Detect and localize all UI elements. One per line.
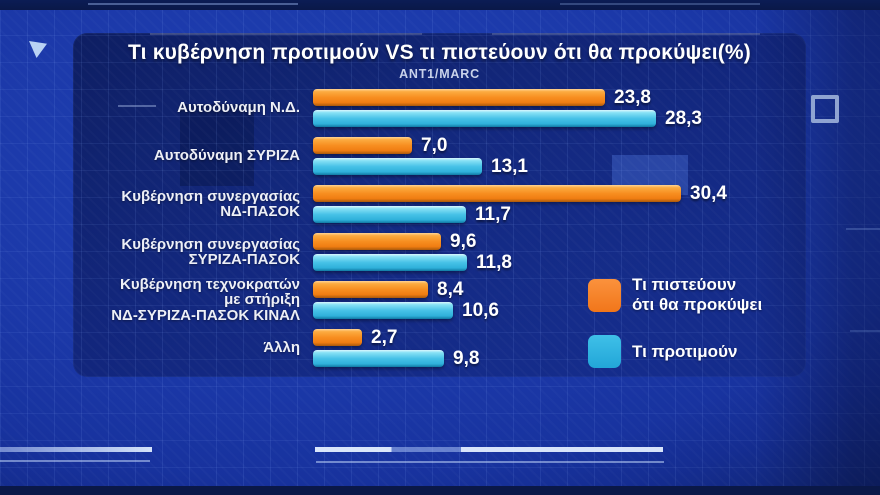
top-strip bbox=[0, 0, 880, 10]
bar-line-prefer: 11,8 bbox=[313, 251, 512, 273]
corner-triangle-icon bbox=[29, 41, 47, 58]
chart-row: Κυβέρνηση συνεργασίας ΣΥΡΙΖΑ-ΠΑΣΟΚ 9,6 1… bbox=[85, 228, 785, 276]
decor-line bbox=[150, 33, 422, 35]
bar-group: 9,6 11,8 bbox=[313, 230, 512, 273]
bar-value-prefer: 10,6 bbox=[462, 299, 499, 321]
bar-line-believe: 8,4 bbox=[313, 278, 499, 300]
bar-group: 2,7 9,8 bbox=[313, 326, 480, 369]
category-label: Αυτοδύναμη Ν.Δ. bbox=[177, 99, 300, 117]
bar-believe bbox=[313, 137, 412, 154]
bar-believe bbox=[313, 281, 428, 298]
category-label: Άλλη bbox=[263, 339, 300, 357]
bar-line-prefer: 28,3 bbox=[313, 107, 702, 129]
bar-prefer bbox=[313, 110, 656, 127]
category-label: Κυβέρνηση συνεργασίας ΝΔ-ΠΑΣΟΚ bbox=[121, 187, 300, 220]
bar-value-prefer: 9,8 bbox=[453, 347, 480, 369]
bar-line-believe: 23,8 bbox=[313, 86, 702, 108]
page-title: Τι κυβέρνηση προτιμούν VS τι πιστεύουν ό… bbox=[128, 41, 751, 64]
bar-believe bbox=[313, 89, 605, 106]
legend-swatch-orange bbox=[588, 278, 621, 312]
bar-value-believe: 2,7 bbox=[371, 326, 398, 348]
bottom-decor-line bbox=[316, 461, 664, 463]
bar-prefer bbox=[313, 206, 466, 223]
bar-line-believe: 30,4 bbox=[313, 182, 727, 204]
bar-group: 23,8 28,3 bbox=[313, 86, 702, 129]
bar-believe bbox=[313, 185, 681, 202]
bar-line-prefer: 11,7 bbox=[313, 203, 727, 225]
bar-value-believe: 23,8 bbox=[614, 86, 651, 108]
chart-row: Αυτοδύναμη Ν.Δ. 23,8 28,3 bbox=[85, 84, 785, 132]
bar-value-prefer: 11,7 bbox=[475, 203, 511, 225]
bar-line-prefer: 9,8 bbox=[313, 347, 480, 369]
bottom-decor-line bbox=[315, 447, 663, 452]
category-label: Κυβέρνηση συνεργασίας ΣΥΡΙΖΑ-ΠΑΣΟΚ bbox=[121, 235, 300, 268]
bar-value-prefer: 28,3 bbox=[665, 107, 702, 129]
decor-line bbox=[850, 330, 880, 332]
bar-value-believe: 30,4 bbox=[690, 182, 727, 204]
bar-value-believe: 7,0 bbox=[421, 134, 448, 156]
legend-item-believe: Τι πιστεύουν ότι θα προκύψει bbox=[588, 275, 762, 315]
source-label: ANT1/MARC bbox=[399, 67, 480, 81]
bar-prefer bbox=[313, 350, 444, 367]
bar-prefer bbox=[313, 302, 453, 319]
legend: Τι πιστεύουν ότι θα προκύψει Τι προτιμού… bbox=[588, 275, 762, 368]
bar-line-believe: 9,6 bbox=[313, 230, 512, 252]
outline-square-icon bbox=[811, 95, 839, 123]
bar-value-prefer: 13,1 bbox=[491, 155, 528, 177]
decor-line bbox=[88, 3, 298, 5]
bar-group: 7,0 13,1 bbox=[313, 134, 528, 177]
category-label: Κυβέρνηση τεχνοκρατών με στήριξη ΝΔ-ΣΥΡΙ… bbox=[111, 275, 300, 324]
decor-line bbox=[846, 228, 880, 230]
bottom-decor-line bbox=[0, 447, 152, 452]
legend-label-believe: Τι πιστεύουν ότι θα προκύψει bbox=[632, 275, 763, 314]
bar-value-prefer: 11,8 bbox=[476, 251, 512, 273]
bar-group: 30,4 11,7 bbox=[313, 182, 727, 225]
legend-item-prefer: Τι προτιμούν bbox=[588, 335, 762, 368]
legend-swatch-cyan bbox=[588, 335, 621, 368]
bar-group: 8,4 10,6 bbox=[313, 278, 499, 321]
bottom-strip bbox=[0, 486, 880, 495]
bar-value-believe: 8,4 bbox=[437, 278, 464, 300]
bar-value-believe: 9,6 bbox=[450, 230, 477, 252]
bar-believe bbox=[313, 329, 362, 346]
chart-row: Κυβέρνηση συνεργασίας ΝΔ-ΠΑΣΟΚ 30,4 11,7 bbox=[85, 180, 785, 228]
bottom-decor-line bbox=[0, 460, 150, 462]
bar-line-believe: 7,0 bbox=[313, 134, 528, 156]
bar-line-prefer: 13,1 bbox=[313, 155, 528, 177]
bar-believe bbox=[313, 233, 441, 250]
bar-line-believe: 2,7 bbox=[313, 326, 479, 348]
decor-line bbox=[560, 3, 760, 5]
bar-line-prefer: 10,6 bbox=[313, 299, 499, 321]
bar-prefer bbox=[313, 158, 482, 175]
bar-prefer bbox=[313, 254, 467, 271]
category-label: Αυτοδύναμη ΣΥΡΙΖΑ bbox=[153, 147, 300, 165]
chart-row: Αυτοδύναμη ΣΥΡΙΖΑ 7,0 13,1 bbox=[85, 132, 785, 180]
decor-line bbox=[492, 33, 760, 35]
legend-label-prefer: Τι προτιμούν bbox=[632, 341, 738, 361]
